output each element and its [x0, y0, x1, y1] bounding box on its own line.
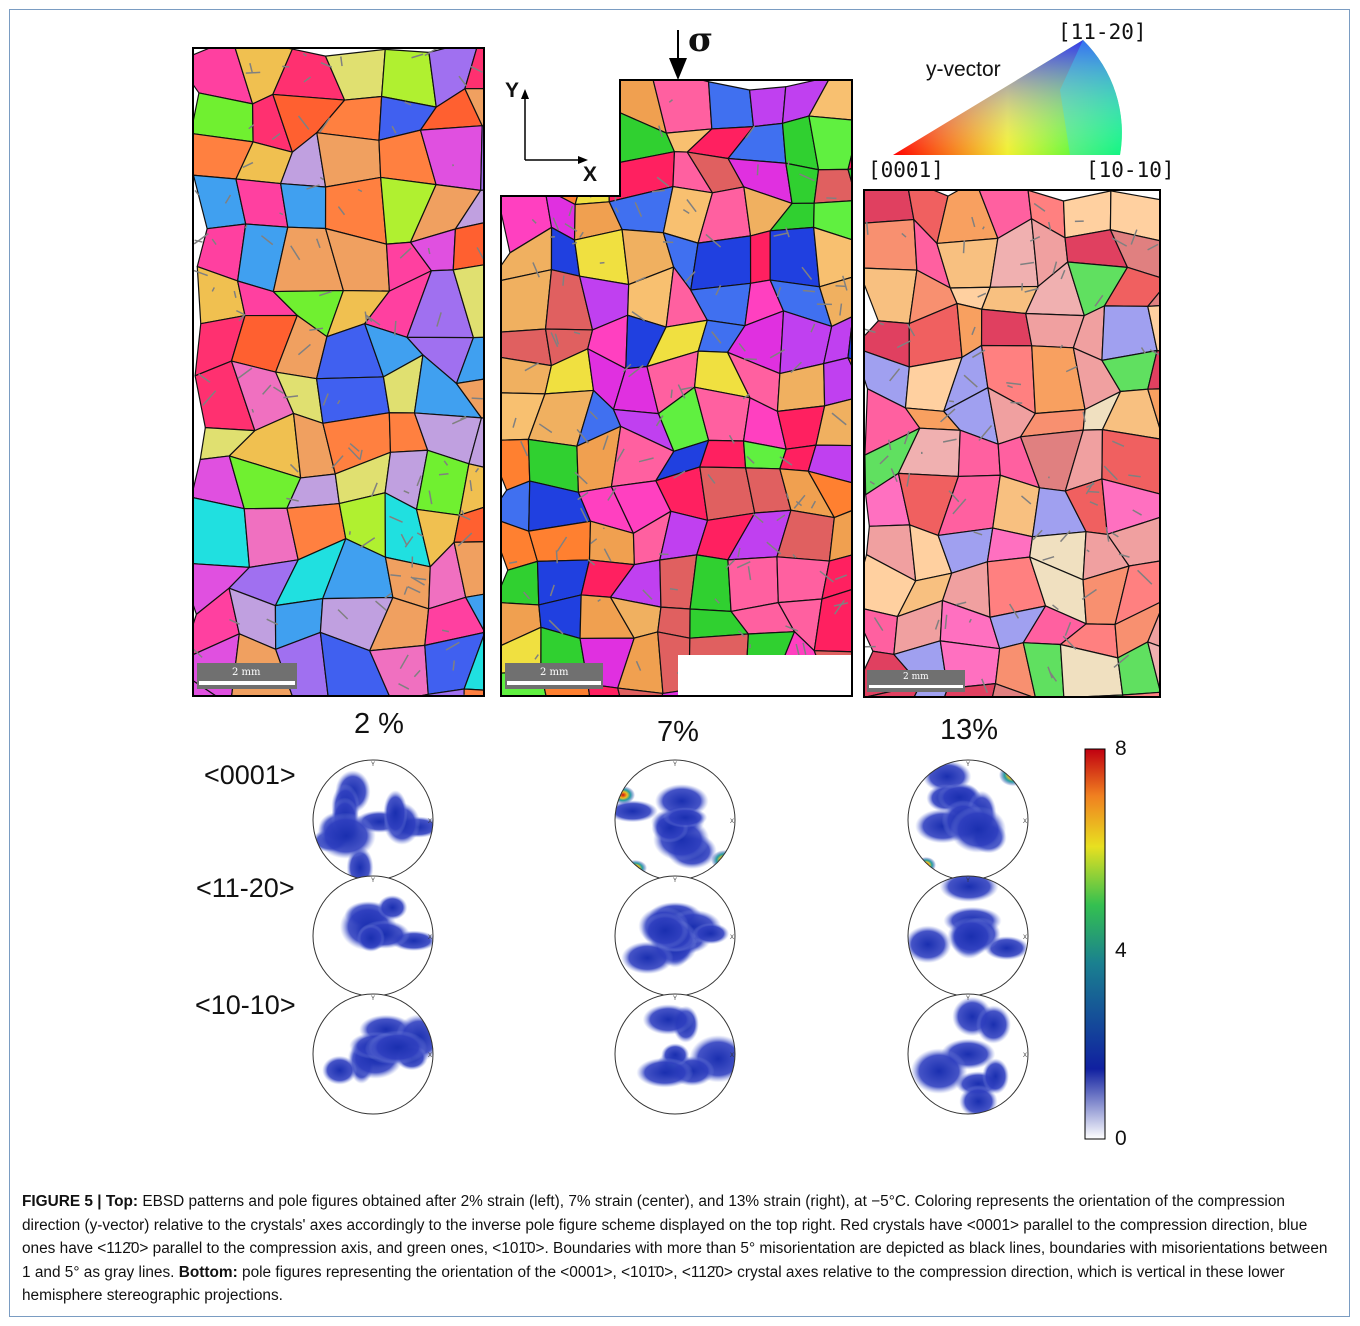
ipf-corner-top: [11-20] [1058, 20, 1147, 44]
ebsd-map-13pct [864, 190, 1160, 697]
pole-figure: YX [614, 875, 736, 997]
pole-figure: YX [907, 993, 1029, 1115]
figure-caption: FIGURE 5 | Top: EBSD patterns and pole f… [22, 1190, 1340, 1308]
pole-x-tick: X [428, 1053, 432, 1059]
pole-figure: YX [614, 759, 736, 881]
colorbar-max-label: 8 [1115, 737, 1127, 760]
pole-y-tick: Y [673, 762, 677, 768]
scale-bar-2 [505, 663, 603, 689]
pole-x-tick: X [730, 819, 734, 825]
scale-bar-3 [867, 670, 965, 692]
scale-bar-label-2: 2 mm [540, 667, 569, 678]
pole-y-tick: Y [371, 996, 375, 1002]
ipf-corner-right: [10-10] [1086, 158, 1175, 182]
scale-bar-label-3: 2 mm [903, 672, 929, 682]
pole-figure: YX [312, 993, 434, 1115]
density-colorbar [1084, 748, 1106, 1140]
pole-x-tick: X [1023, 819, 1027, 825]
colorbar-min-label: 0 [1115, 1127, 1127, 1150]
map-blank-corner [678, 655, 852, 696]
pole-x-tick: X [428, 935, 432, 941]
axis-y-label: Y [505, 79, 520, 102]
pole-figure: YX [907, 759, 1029, 881]
stress-arrow [669, 30, 687, 80]
caption-bottom-label: Bottom: [178, 1263, 238, 1281]
ipf-corner-left: [0001] [868, 158, 944, 182]
ebsd-map-2pct [193, 48, 484, 696]
ipf-key-label: y-vector [926, 58, 1001, 81]
pole-figure: YX [907, 875, 1029, 997]
ipf-color-key [893, 40, 1122, 155]
strain-label-2pct: 2 % [354, 708, 404, 740]
pole-y-tick: Y [371, 762, 375, 768]
pole-x-tick: X [730, 935, 734, 941]
axis-x-label: X [583, 163, 598, 186]
pole-x-tick: X [1023, 1053, 1027, 1059]
xy-axes-glyph [521, 89, 588, 164]
pole-figure: YX [312, 875, 434, 997]
caption-top-label: Top: [105, 1193, 139, 1210]
scale-bar-1 [197, 663, 297, 689]
pole-row-label-10-10: <10-10> [195, 990, 296, 1020]
strain-label-13pct: 13% [940, 714, 999, 746]
pole-y-tick: Y [966, 996, 970, 1002]
pole-x-tick: X [730, 1053, 734, 1059]
pole-y-tick: Y [966, 762, 970, 768]
pole-y-tick: Y [673, 878, 677, 884]
pole-x-tick: X [1023, 935, 1027, 941]
strain-label-7pct: 7% [657, 716, 699, 748]
pole-y-tick: Y [673, 996, 677, 1002]
pole-row-label-11-20: <11-20> [196, 873, 295, 903]
pole-y-tick: Y [371, 878, 375, 884]
colorbar-mid-label: 4 [1115, 939, 1127, 962]
pole-figure: YX [312, 759, 434, 881]
caption-fig-label: FIGURE 5 | [22, 1193, 102, 1210]
pole-figure: YX [614, 993, 736, 1115]
pole-row-label-0001: <0001> [204, 760, 296, 790]
figure-frame [9, 9, 1350, 1317]
caption-top-text: EBSD patterns and pole figures obtained … [22, 1193, 1328, 1281]
pole-y-tick: Y [966, 878, 970, 884]
scale-bar-label-1: 2 mm [232, 667, 261, 678]
stress-sigma-label: σ [688, 20, 714, 60]
pole-x-tick: X [428, 819, 432, 825]
caption-bottom-text: pole figures representing the orientatio… [22, 1263, 1285, 1305]
